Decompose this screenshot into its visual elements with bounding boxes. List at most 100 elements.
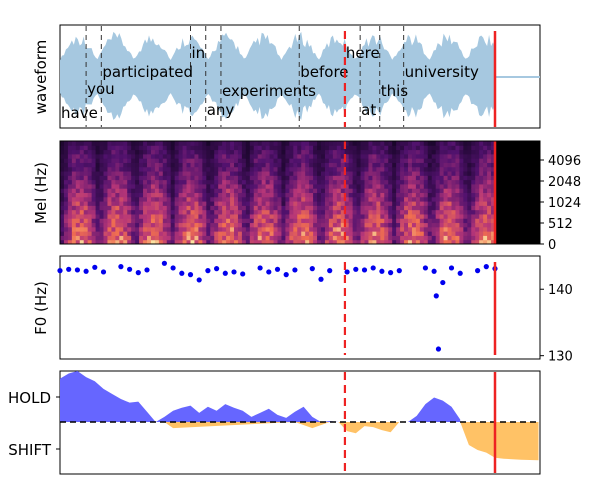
spectrogram-cell: [415, 188, 421, 193]
spectrogram-cell: [368, 175, 373, 181]
spectrogram-cell: [230, 179, 235, 185]
spectrogram-cell: [332, 205, 338, 211]
spectrogram-cell: [147, 145, 152, 151]
spectrogram-cell: [87, 205, 93, 211]
spectrogram-cell: [194, 226, 199, 232]
spectrogram-cell: [352, 226, 358, 232]
spectrogram-cell: [479, 239, 484, 245]
spectrogram-cell: [241, 235, 247, 241]
spectrogram-cell: [178, 183, 184, 189]
spectrogram-cell: [305, 226, 310, 232]
spectrogram-cell: [479, 213, 484, 219]
spectrogram-cell: [471, 209, 476, 215]
spectrogram-cell: [455, 209, 460, 215]
turn-ytick-label: HOLD: [8, 389, 51, 407]
spectrogram-cell: [91, 145, 97, 151]
spectrogram-cell: [63, 222, 69, 228]
spectrogram-cell: [471, 188, 476, 193]
spectrogram-cell: [139, 145, 144, 151]
spectrogram-cell: [115, 183, 120, 189]
spectrogram-cell: [170, 179, 176, 185]
spectrogram-cell: [150, 226, 156, 232]
spectrogram-cell: [475, 158, 480, 163]
spectrogram-cell: [154, 231, 160, 236]
spectrogram-cell: [380, 183, 385, 189]
spectrogram-cell: [277, 171, 282, 176]
spectrogram-cell: [400, 231, 405, 236]
spectrogram-cell: [131, 239, 136, 245]
spectrogram-cell: [368, 213, 373, 219]
spectrogram-cell: [447, 149, 452, 155]
spectrogram-cell: [245, 226, 251, 232]
spectrogram-cell: [336, 201, 342, 206]
spectrogram-cell: [143, 145, 148, 151]
spectrogram-cell: [186, 222, 191, 228]
spectrogram-cell: [273, 235, 278, 241]
spectrogram-cell: [154, 239, 160, 245]
spectrogram-cell: [131, 141, 136, 146]
spectrogram-cell: [439, 179, 445, 185]
spectrogram-cell: [396, 205, 401, 211]
spectrogram-cell: [119, 196, 124, 202]
spectrogram-cell: [178, 149, 184, 155]
spectrogram-cell: [309, 188, 314, 193]
spectrogram-cell: [190, 222, 195, 228]
spectrogram-cell: [107, 231, 112, 236]
spectrogram-cell: [396, 218, 401, 224]
spectrogram-cell: [206, 166, 211, 172]
spectrogram-cell: [487, 222, 492, 228]
spectrogram-cell: [230, 166, 235, 172]
spectrogram-cell: [87, 209, 93, 215]
spectrogram-cell: [415, 218, 421, 224]
spectrogram-cell: [368, 209, 373, 215]
spectrogram-cell: [483, 235, 488, 241]
spectrogram-cell: [388, 222, 393, 228]
spectrogram-cell: [273, 231, 278, 236]
spectrogram-cell: [131, 218, 136, 224]
spectrogram-cell: [170, 188, 176, 193]
spectrogram-cell: [431, 171, 437, 176]
f0-point: [440, 279, 446, 286]
spectrogram-cell: [158, 179, 164, 185]
spectrogram-cell: [435, 171, 441, 176]
spectrogram-cell: [166, 162, 172, 168]
spectrogram-cell: [87, 153, 93, 159]
spectrogram-cell: [245, 209, 251, 215]
spectrogram-cell: [400, 213, 405, 219]
spectrogram-cell: [178, 201, 184, 206]
spectrogram-cell: [60, 158, 65, 163]
spectrogram-cell: [91, 183, 97, 189]
spectrogram-cell: [75, 183, 81, 189]
spectrogram-cell: [368, 158, 373, 163]
spectrogram-cell: [380, 141, 385, 146]
spectrogram-cell: [147, 141, 152, 146]
spectrogram-cell: [467, 158, 472, 163]
spectrogram-cell: [443, 239, 449, 245]
spectrogram-cell: [372, 183, 377, 189]
spectrogram-cell: [459, 201, 464, 206]
spectrogram-cell: [71, 226, 77, 232]
spectrogram-cell: [427, 205, 433, 211]
spectrogram-cell: [170, 218, 176, 224]
spectrogram-cell: [439, 158, 445, 163]
spectrogram-cell: [455, 188, 460, 193]
spectrogram-cell: [178, 179, 184, 185]
spectrogram-cell: [455, 145, 460, 151]
spectrogram-cell: [261, 231, 267, 236]
spectrogram-cell: [321, 218, 326, 224]
spectrogram-cell: [186, 162, 191, 168]
spectrogram-cell: [435, 235, 441, 241]
spectrogram-cell: [475, 239, 480, 245]
spectrogram-cell: [431, 226, 437, 232]
spectrogram-cell: [257, 205, 263, 211]
spectrogram-cell: [376, 209, 381, 215]
spectrogram-cell: [241, 158, 247, 163]
spectrogram-cell: [261, 188, 267, 193]
spectrogram-cell: [435, 201, 441, 206]
spectrogram-cell: [317, 192, 322, 198]
spectrogram-cell: [332, 171, 338, 176]
spectrogram-cell: [103, 153, 108, 159]
spectrogram-cell: [253, 239, 259, 245]
spectrogram-cell: [147, 158, 152, 163]
word-labels: haveyouparticipatedinanyexperimentsbefor…: [61, 44, 479, 122]
